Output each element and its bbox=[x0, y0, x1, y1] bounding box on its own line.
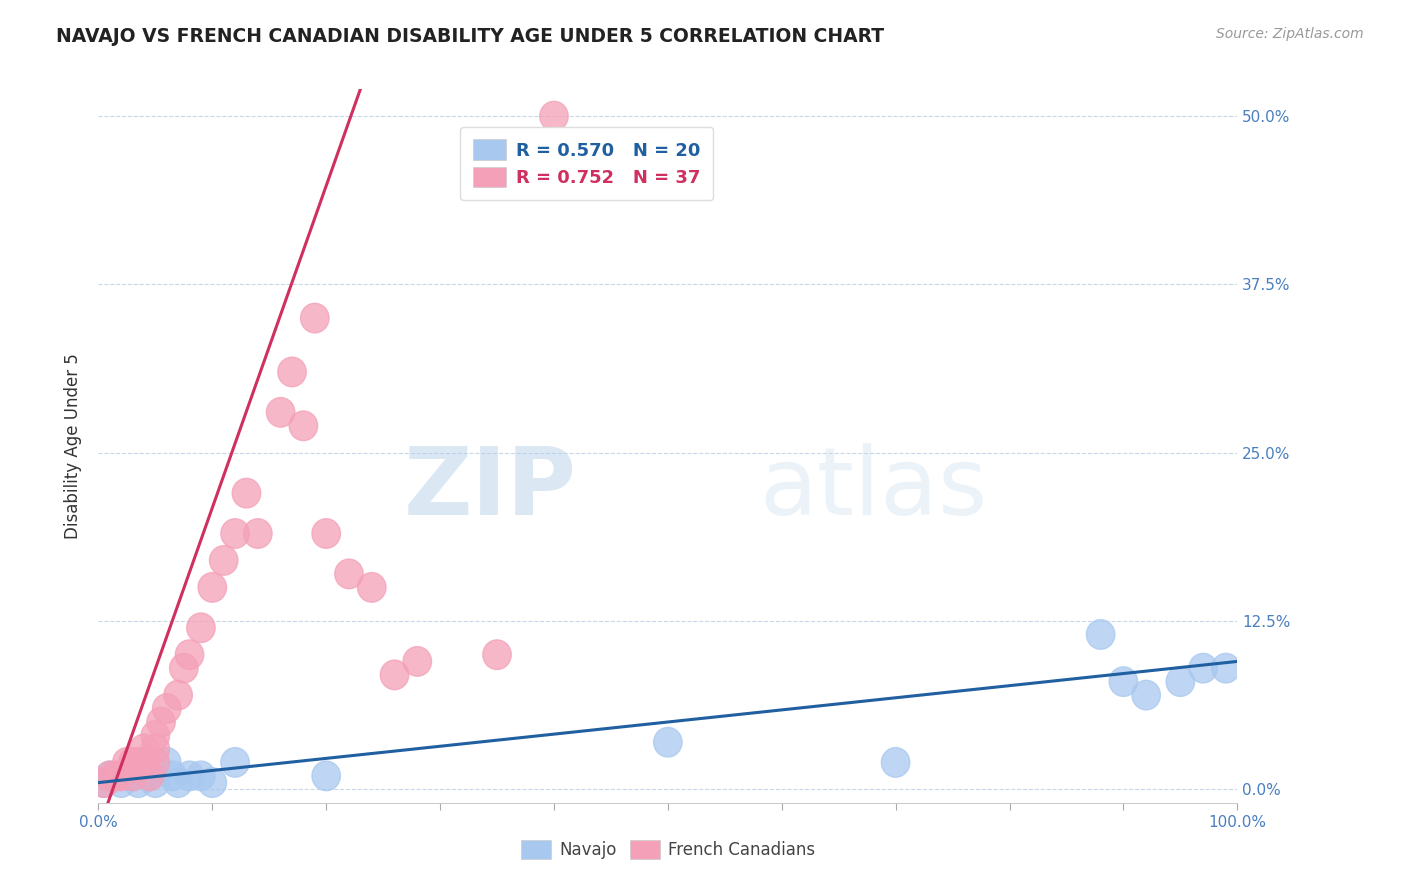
Ellipse shape bbox=[112, 747, 141, 777]
Ellipse shape bbox=[243, 519, 273, 549]
Ellipse shape bbox=[118, 747, 146, 777]
Ellipse shape bbox=[129, 734, 159, 764]
Legend: Navajo, French Canadians: Navajo, French Canadians bbox=[515, 833, 821, 866]
Ellipse shape bbox=[146, 707, 176, 737]
Ellipse shape bbox=[232, 478, 260, 508]
Ellipse shape bbox=[165, 681, 193, 710]
Ellipse shape bbox=[176, 640, 204, 670]
Ellipse shape bbox=[118, 761, 146, 790]
Ellipse shape bbox=[312, 761, 340, 790]
Ellipse shape bbox=[1189, 653, 1218, 683]
Ellipse shape bbox=[159, 761, 187, 790]
Ellipse shape bbox=[221, 747, 249, 777]
Ellipse shape bbox=[266, 398, 295, 427]
Ellipse shape bbox=[107, 768, 135, 797]
Ellipse shape bbox=[517, 128, 546, 158]
Ellipse shape bbox=[209, 546, 238, 575]
Ellipse shape bbox=[1109, 667, 1137, 697]
Ellipse shape bbox=[278, 357, 307, 387]
Ellipse shape bbox=[118, 761, 146, 790]
Ellipse shape bbox=[165, 768, 193, 797]
Ellipse shape bbox=[141, 734, 170, 764]
Ellipse shape bbox=[1212, 653, 1240, 683]
Text: ZIP: ZIP bbox=[404, 442, 576, 535]
Ellipse shape bbox=[482, 640, 512, 670]
Ellipse shape bbox=[187, 613, 215, 642]
Ellipse shape bbox=[1132, 681, 1160, 710]
Ellipse shape bbox=[380, 660, 409, 690]
Ellipse shape bbox=[152, 747, 181, 777]
Ellipse shape bbox=[357, 573, 387, 602]
Ellipse shape bbox=[135, 761, 165, 790]
Ellipse shape bbox=[101, 761, 129, 790]
Ellipse shape bbox=[124, 768, 152, 797]
Ellipse shape bbox=[96, 761, 124, 790]
Ellipse shape bbox=[1087, 620, 1115, 649]
Ellipse shape bbox=[170, 653, 198, 683]
Ellipse shape bbox=[124, 747, 152, 777]
Ellipse shape bbox=[152, 694, 181, 723]
Text: Source: ZipAtlas.com: Source: ZipAtlas.com bbox=[1216, 27, 1364, 41]
Ellipse shape bbox=[90, 768, 118, 797]
Ellipse shape bbox=[404, 647, 432, 676]
Text: NAVAJO VS FRENCH CANADIAN DISABILITY AGE UNDER 5 CORRELATION CHART: NAVAJO VS FRENCH CANADIAN DISABILITY AGE… bbox=[56, 27, 884, 45]
Ellipse shape bbox=[141, 747, 170, 777]
Ellipse shape bbox=[335, 559, 363, 589]
Ellipse shape bbox=[221, 519, 249, 549]
Ellipse shape bbox=[290, 411, 318, 441]
Ellipse shape bbox=[654, 727, 682, 757]
Ellipse shape bbox=[141, 768, 170, 797]
Ellipse shape bbox=[90, 768, 118, 797]
Ellipse shape bbox=[312, 519, 340, 549]
Ellipse shape bbox=[198, 573, 226, 602]
Ellipse shape bbox=[882, 747, 910, 777]
Ellipse shape bbox=[198, 768, 226, 797]
Ellipse shape bbox=[129, 747, 159, 777]
Text: atlas: atlas bbox=[759, 442, 987, 535]
Y-axis label: Disability Age Under 5: Disability Age Under 5 bbox=[63, 353, 82, 539]
Ellipse shape bbox=[540, 102, 568, 131]
Ellipse shape bbox=[187, 761, 215, 790]
Ellipse shape bbox=[107, 761, 135, 790]
Ellipse shape bbox=[1166, 667, 1195, 697]
Ellipse shape bbox=[176, 761, 204, 790]
Ellipse shape bbox=[96, 761, 124, 790]
Ellipse shape bbox=[301, 303, 329, 333]
Ellipse shape bbox=[141, 721, 170, 750]
Ellipse shape bbox=[129, 747, 159, 777]
Ellipse shape bbox=[135, 761, 165, 790]
